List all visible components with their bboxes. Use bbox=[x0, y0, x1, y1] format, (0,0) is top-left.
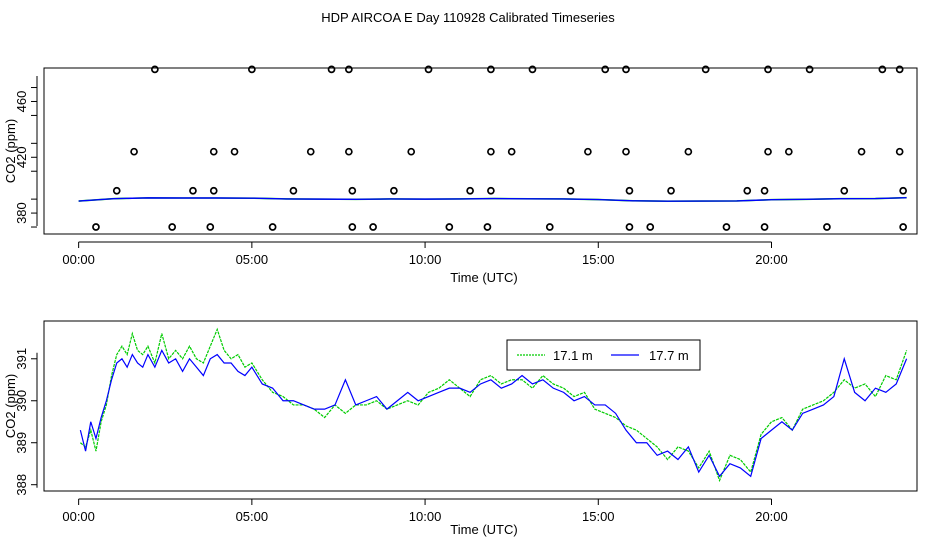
series-line-17-1m bbox=[79, 327, 908, 483]
calibration-point bbox=[209, 186, 218, 195]
calibration-point bbox=[206, 223, 215, 231]
x-axis: 00:00 05:00 10:00 15:00 20:00 bbox=[62, 498, 788, 524]
calibration-point bbox=[584, 147, 592, 156]
calibration-point bbox=[622, 147, 630, 156]
calibration-point bbox=[168, 223, 177, 231]
series-line-17-7m bbox=[79, 348, 908, 478]
calibration-point bbox=[878, 65, 887, 74]
calibration-point bbox=[445, 223, 454, 231]
calibration-point bbox=[528, 65, 537, 74]
calibration-point bbox=[840, 186, 849, 195]
calibration-point bbox=[306, 147, 315, 156]
plot-marks bbox=[78, 65, 907, 231]
legend-box bbox=[506, 339, 701, 371]
y-tick-label: 389 bbox=[14, 432, 29, 454]
legend-label-17-7m: 17.7 m bbox=[649, 348, 689, 363]
x-tick-label: 05:00 bbox=[236, 252, 269, 267]
calibration-point bbox=[230, 147, 239, 156]
calibration-point bbox=[289, 186, 298, 195]
calibration-point bbox=[483, 223, 492, 231]
calibration-point bbox=[760, 186, 769, 195]
calibration-point bbox=[701, 65, 710, 74]
y-tick-label: 390 bbox=[14, 390, 29, 412]
y-axis: 388 389 390 391 bbox=[14, 348, 38, 496]
calibration-point bbox=[823, 223, 831, 231]
calibration-point bbox=[760, 223, 769, 231]
calibration-point bbox=[327, 65, 336, 74]
calibration-point bbox=[507, 147, 516, 156]
plot-marks bbox=[79, 327, 908, 483]
calibration-point bbox=[784, 147, 793, 156]
calibration-point bbox=[407, 147, 416, 156]
calibration-point bbox=[743, 186, 752, 195]
calibration-point bbox=[130, 147, 138, 156]
x-axis: 00:00 05:00 10:00 15:00 20:00 bbox=[62, 241, 788, 267]
calibration-point bbox=[268, 223, 277, 231]
calibration-point bbox=[348, 186, 357, 195]
calibration-point bbox=[667, 186, 675, 195]
calibration-point bbox=[348, 223, 357, 231]
calibration-point bbox=[857, 147, 866, 156]
calibration-point bbox=[625, 186, 634, 195]
calibration-point bbox=[487, 186, 495, 195]
x-tick-label: 15:00 bbox=[582, 252, 615, 267]
x-axis-label: Time (UTC) bbox=[450, 522, 517, 537]
calibrated-timeseries-panel: 00:00 05:00 10:00 15:00 20:00 380 420 460 Time… bbox=[3, 65, 918, 285]
calibration-point bbox=[209, 147, 218, 156]
calibration-point bbox=[601, 65, 610, 74]
calibration-point bbox=[424, 65, 433, 74]
x-tick-label: 15:00 bbox=[582, 509, 615, 524]
calibration-point bbox=[899, 223, 907, 231]
calibration-point bbox=[899, 186, 907, 195]
y-axis-label: CO2 (ppm) bbox=[3, 374, 18, 438]
y-tick-label: 391 bbox=[14, 348, 29, 370]
calibration-point bbox=[722, 223, 731, 231]
x-tick-label: 00:00 bbox=[62, 509, 95, 524]
x-tick-label: 05:00 bbox=[236, 509, 269, 524]
y-tick-label: 388 bbox=[14, 474, 29, 496]
calibration-point bbox=[248, 65, 256, 74]
x-tick-label: 10:00 bbox=[409, 252, 442, 267]
y-tick-label: 380 bbox=[14, 202, 29, 224]
calibration-point bbox=[345, 65, 353, 74]
calibration-point bbox=[895, 147, 904, 156]
calibration-point bbox=[112, 186, 121, 195]
calibration-point bbox=[646, 223, 655, 231]
y-axis-label: CO2 (ppm) bbox=[3, 119, 18, 183]
calibration-point bbox=[764, 65, 772, 74]
calibration-point bbox=[895, 65, 904, 74]
height-comparison-panel: 00:00 05:00 10:00 15:00 20:00 388 389 390 391 T… bbox=[3, 320, 918, 537]
calibration-point bbox=[566, 186, 575, 195]
calibration-point bbox=[345, 147, 353, 156]
x-tick-label: 10:00 bbox=[409, 509, 442, 524]
calibration-point bbox=[487, 65, 495, 74]
calibration-point bbox=[151, 65, 159, 74]
calibration-point bbox=[545, 223, 554, 231]
plot-frame bbox=[43, 67, 918, 235]
calibration-point bbox=[92, 223, 100, 231]
calibration-point bbox=[189, 186, 197, 195]
calibration-point bbox=[466, 186, 474, 195]
baseline-line-blue bbox=[78, 197, 907, 202]
legend-label-17-1m: 17.1 m bbox=[553, 348, 593, 363]
y-tick-label: 460 bbox=[14, 91, 29, 113]
calibration-point bbox=[684, 147, 693, 156]
calibration-point bbox=[764, 147, 772, 156]
figure-title: HDP AIRCOA E Day 110928 Calibrated Times… bbox=[321, 10, 615, 25]
x-axis-label: Time (UTC) bbox=[450, 270, 517, 285]
y-axis: 380 420 460 bbox=[14, 76, 38, 228]
calibration-point bbox=[390, 186, 398, 195]
calibration-point bbox=[805, 65, 814, 74]
x-tick-label: 00:00 bbox=[62, 252, 95, 267]
calibration-point bbox=[625, 223, 634, 231]
calibration-point bbox=[369, 223, 377, 231]
legend: 17.1 m 17.7 m bbox=[506, 339, 701, 371]
x-tick-label: 20:00 bbox=[755, 509, 788, 524]
y-tick-label: 420 bbox=[14, 146, 29, 168]
plot-frame bbox=[43, 320, 918, 492]
x-tick-label: 20:00 bbox=[755, 252, 788, 267]
calibration-point bbox=[622, 65, 630, 74]
calibration-point bbox=[487, 147, 495, 156]
